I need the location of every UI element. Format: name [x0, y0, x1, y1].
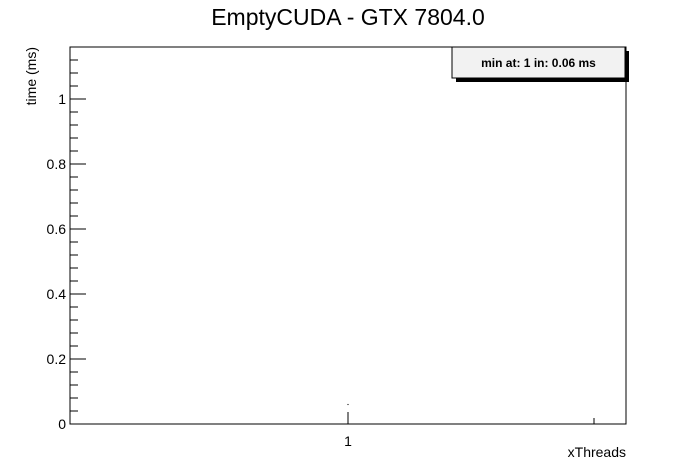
stats-legend: min at: 1 in: 0.06 ms — [451, 46, 629, 82]
x-tick-label: 1 — [344, 433, 352, 449]
y-tick-label: 1 — [58, 91, 66, 107]
legend-background — [451, 46, 626, 79]
y-axis: 0 0.2 0.4 0.6 0.8 1 — [47, 46, 86, 432]
chart-title: EmptyCUDA - GTX 7804.0 — [211, 4, 485, 30]
y-tick-label: 0.2 — [47, 351, 67, 367]
x-axis: 1 — [344, 412, 595, 449]
series-point — [347, 403, 349, 406]
plot-frame — [69, 46, 627, 425]
series-layer — [347, 403, 349, 406]
y-tick-label: 0.8 — [47, 156, 67, 172]
y-tick-label: 0.6 — [47, 221, 67, 237]
legend-annotation: min at: 1 in: 0.06 ms — [481, 56, 596, 70]
x-axis-label: xThreads — [568, 444, 626, 460]
y-tick-label: 0 — [58, 416, 66, 432]
y-axis-label: time (ms) — [23, 47, 39, 105]
y-tick-label: 0.4 — [47, 286, 67, 302]
